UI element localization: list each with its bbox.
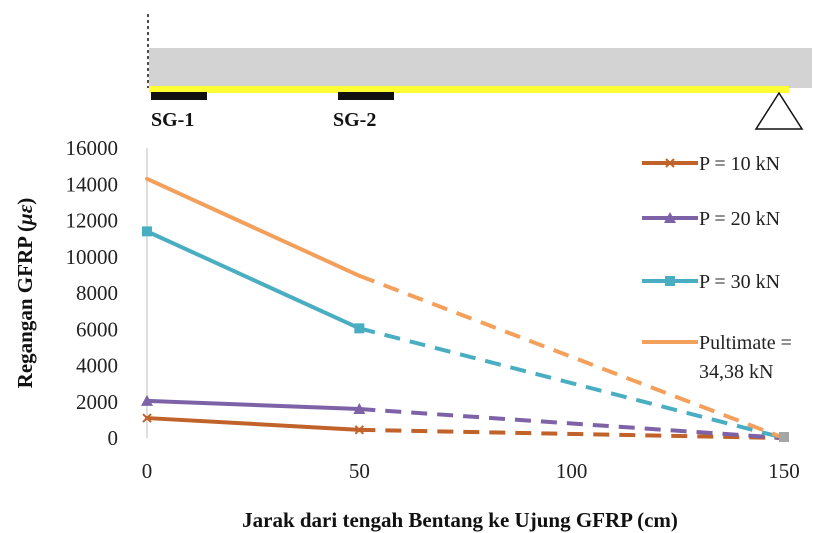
series-line-measured	[145, 176, 362, 278]
y-axis-title-suffix: )	[13, 198, 37, 205]
chart-legend: P = 10 kN P = 20 kN P = 30 kN Pultimate = 34…	[642, 153, 792, 383]
concrete-beam	[149, 48, 812, 88]
legend-label: P = 20 kN	[699, 208, 780, 230]
y-tick-label: 14000	[66, 172, 119, 196]
legend-swatch-marker	[664, 212, 676, 223]
y-tick-label: 16000	[66, 136, 119, 160]
data-point	[354, 425, 365, 435]
series-line-measured	[145, 229, 362, 331]
y-tick-labels: 0 2000 4000 6000 8000 10000 12000 14000 16000	[66, 136, 119, 450]
legend-label: P = 30 kN	[699, 271, 780, 293]
data-point	[141, 394, 153, 406]
series-line-extrapolated	[358, 326, 785, 440]
y-tick-label: 2000	[76, 390, 118, 414]
x-tick-label: 50	[349, 459, 370, 483]
legend-swatch-marker	[665, 276, 675, 286]
legend-swatch-marker	[665, 158, 675, 168]
series-line-extrapolated	[359, 427, 785, 440]
sg1-label: SG-1	[151, 109, 194, 131]
y-axis-title-unit: με	[13, 204, 37, 226]
x-tick-label: 0	[142, 459, 153, 483]
data-point	[142, 226, 152, 237]
series-lines	[145, 176, 785, 440]
y-tick-label: 8000	[76, 281, 118, 305]
series-markers	[141, 226, 789, 442]
legend-label: Pultimate =	[699, 332, 792, 354]
y-tick-label: 6000	[76, 317, 118, 341]
data-point	[353, 403, 366, 414]
support-triangle	[754, 91, 804, 130]
data-point	[142, 413, 152, 423]
data-point	[354, 323, 365, 334]
x-axis-title: Jarak dari tengah Bentang ke Ujung GFRP …	[242, 508, 678, 532]
legend-label: P = 10 kN	[699, 153, 780, 175]
y-axis-title: Regangan GFRP (με)	[13, 198, 37, 389]
legend-label: 34,38 kN	[699, 361, 773, 383]
x-marker-stroke	[142, 413, 152, 423]
series-line-measured	[145, 398, 362, 411]
x-tick-label: 150	[768, 459, 800, 483]
y-tick-label: 10000	[66, 245, 119, 269]
series-line-extrapolated	[358, 273, 785, 440]
series-line-measured	[145, 416, 362, 432]
strain-gauge-sg2	[338, 92, 394, 100]
y-tick-label: 12000	[66, 209, 119, 233]
gfrp-strip	[149, 86, 789, 93]
y-axis-title-prefix: Regangan GFRP (	[13, 225, 37, 388]
sg2-label: SG-2	[333, 109, 376, 131]
y-tick-label: 4000	[76, 354, 118, 378]
x-tick-label: 100	[556, 459, 588, 483]
strain-gauge-sg1	[151, 92, 207, 100]
series-line-extrapolated	[359, 407, 785, 440]
y-tick-label: 0	[108, 426, 119, 450]
x-marker-stroke	[665, 158, 675, 168]
x-marker-stroke	[354, 425, 365, 435]
support-point-marker	[779, 432, 789, 442]
beam-schematic: SG-1 SG-2	[147, 14, 812, 131]
x-tick-labels: 0 50 100 150	[142, 459, 800, 483]
